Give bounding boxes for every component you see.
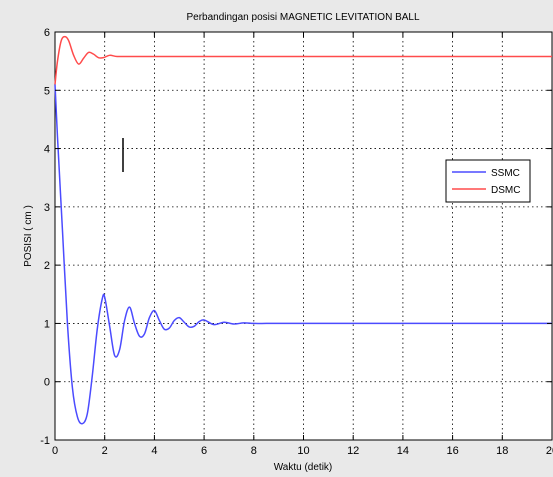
x-tick-label: 4 [151,445,157,457]
x-tick-label: 10 [297,445,309,457]
series-lines [54,35,552,425]
y-tick-label: -1 [40,435,50,447]
x-tick-label: 14 [397,445,409,457]
x-tick-label: 2 [102,445,108,457]
x-tick-label: 6 [201,445,207,457]
y-tick-label: 3 [44,202,50,214]
x-tick-label: 16 [446,445,458,457]
y-tick-label: 1 [44,318,50,330]
y-ticks: -1 0 1 2 3 4 5 6 [40,27,552,447]
x-tick-label: 18 [496,445,508,457]
series-line-dsmc [54,35,552,85]
legend-label-ssmc: SSMC [491,168,520,179]
x-axis-label: Waktu (detik) [274,462,333,473]
legend-box [445,159,531,203]
y-tick-label: 5 [44,85,50,97]
x-ticks: 0 2 4 6 8 10 12 14 16 18 20 [52,32,553,457]
legend: SSMC DSMC [445,159,531,203]
y-tick-label: 2 [44,260,50,272]
y-tick-label: 4 [44,144,50,156]
legend-label-dsmc: DSMC [491,185,520,196]
series-line-ssmc [54,84,552,425]
x-tick-label: 0 [52,445,58,457]
y-tick-label: 6 [44,27,50,39]
y-axis-label: POSISI ( cm ) [23,205,34,267]
x-tick-label: 12 [347,445,359,457]
x-tick-label: 8 [251,445,257,457]
y-tick-label: 0 [44,377,50,389]
chart-title: Perbandingan posisi MAGNETIC LEVITATION … [186,12,419,23]
x-tick-label: 20 [546,445,553,457]
